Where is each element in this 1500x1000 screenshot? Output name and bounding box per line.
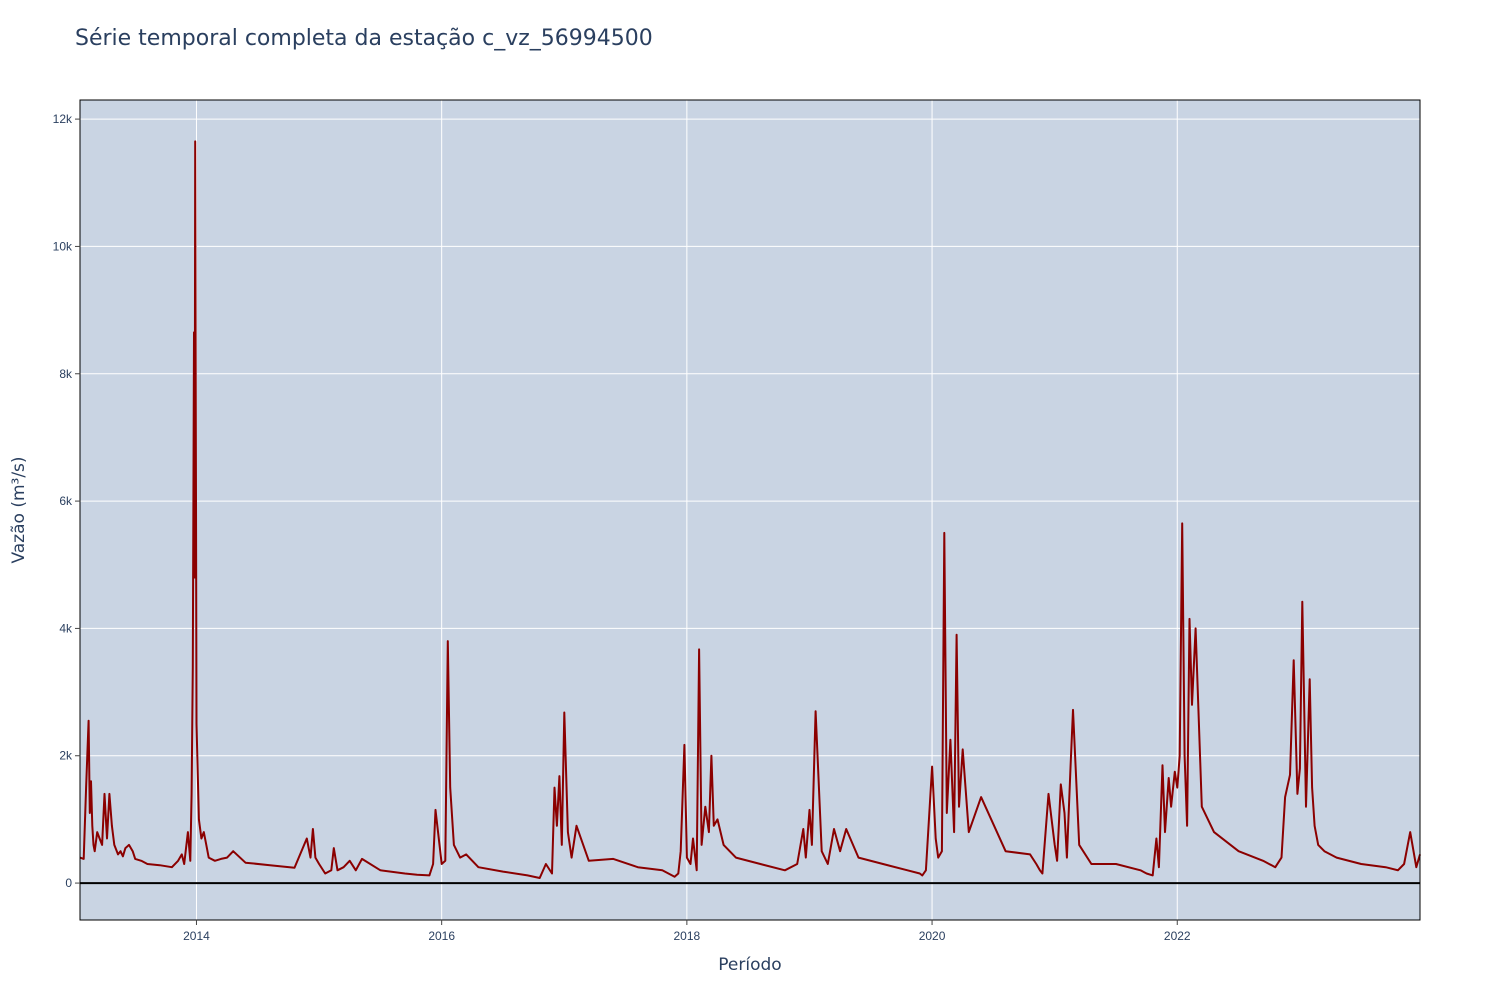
- y-tick-label: 2k: [59, 749, 73, 763]
- y-tick-label: 4k: [59, 621, 73, 635]
- y-tick-label: 12k: [53, 112, 73, 126]
- x-tick-label: 2018: [674, 929, 701, 943]
- series-layer: [79, 140, 1421, 885]
- chart-title: Série temporal completa da estação c_vz_…: [75, 26, 653, 51]
- x-tick-label: 2022: [1164, 929, 1191, 943]
- plot-frame: [79, 99, 1421, 921]
- x-tick-label: 2014: [183, 929, 210, 943]
- gridlines: [80, 100, 1420, 920]
- y-tick-label: 8k: [59, 367, 73, 381]
- y-tick-label: 6k: [59, 494, 73, 508]
- x-axis-title: Período: [718, 955, 781, 975]
- y-axis-title: Vazão (m³/s): [9, 456, 29, 563]
- tick-labels: 2014 2016 2018 2020 2022 0 2k 4k 6k 8k 10k 12k: [53, 112, 1191, 943]
- x-tick-label: 2016: [428, 929, 455, 943]
- y-tick-label: 0: [65, 876, 72, 890]
- series-line: [79, 140, 1421, 879]
- y-tick-label: 10k: [53, 239, 73, 253]
- x-tick-label: 2020: [919, 929, 946, 943]
- plot-area: [80, 100, 1420, 920]
